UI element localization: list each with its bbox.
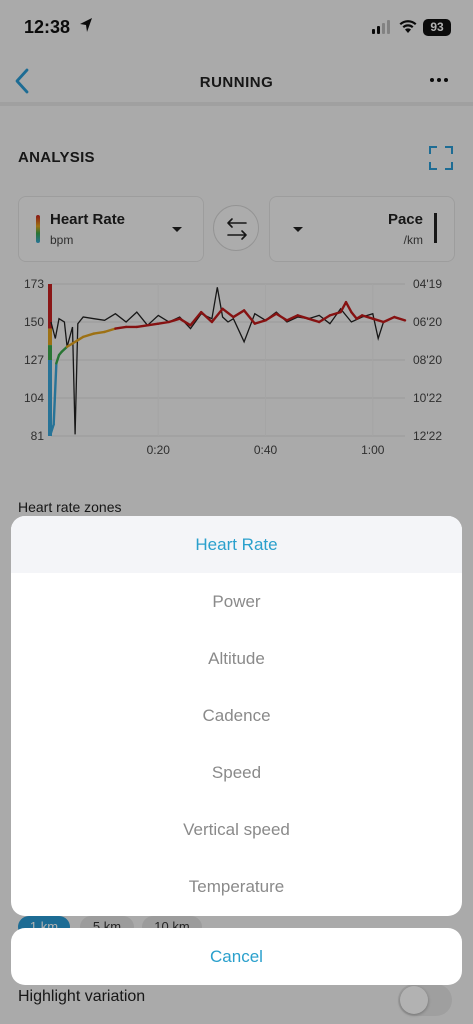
y-left-tick-label: 127	[24, 353, 44, 367]
cellular-signal-icon	[372, 20, 390, 34]
metric-action-sheet: Heart Rate Power Altitude Cadence Speed …	[11, 516, 462, 916]
right-metric-unit: /km	[403, 233, 423, 247]
zone-strip-segment	[48, 345, 52, 360]
heart-rate-series-segment	[146, 322, 160, 327]
heart-rate-zones-label: Heart rate zones	[18, 499, 122, 515]
heart-rate-series-segment	[189, 310, 203, 327]
option-speed[interactable]: Speed	[211, 763, 262, 782]
heart-rate-series-segment	[275, 312, 289, 322]
option-temperature[interactable]: Temperature	[188, 877, 285, 896]
x-tick-label: 1:00	[361, 443, 385, 457]
y-left-tick-label: 173	[24, 277, 44, 291]
dropdown-caret-icon	[172, 227, 182, 232]
right-metric-selector[interactable]: Pace /km	[269, 196, 455, 262]
page-title: RUNNING	[199, 74, 274, 91]
dropdown-caret-icon	[293, 227, 303, 232]
heart-rate-series-segment	[135, 324, 149, 329]
fullscreen-icon[interactable]	[428, 145, 454, 171]
right-metric-label: Pace	[387, 211, 423, 228]
left-metric-unit: bpm	[50, 233, 74, 247]
highlight-variation-toggle[interactable]	[398, 984, 452, 1016]
battery-level: 93	[423, 19, 451, 36]
option-vertical-speed[interactable]: Vertical speed	[183, 820, 290, 839]
x-tick-label: 0:20	[147, 443, 171, 457]
heart-rate-series-segment	[103, 327, 117, 334]
analysis-chart[interactable]: 173 04'19 150 06'20 127 08'20 104 10'22 81 12'22 0…	[0, 272, 473, 462]
heart-rate-series-segment	[167, 317, 181, 324]
heart-rate-series-segment	[92, 330, 106, 335]
option-power[interactable]: Power	[212, 592, 261, 611]
heart-rate-series-segment	[371, 317, 385, 324]
status-time: 12:38	[24, 17, 71, 37]
heart-rate-series-segment	[393, 315, 407, 322]
y-right-tick-label: 06'20	[413, 315, 442, 329]
swap-metrics-button[interactable]	[213, 205, 259, 251]
heart-rate-series-segment	[232, 309, 246, 319]
heart-rate-series-segment	[317, 314, 332, 324]
y-right-tick-label: 04'19	[413, 277, 442, 291]
heart-rate-series-segment	[81, 332, 96, 339]
heart-rate-series-segment	[350, 310, 358, 320]
heart-rate-series-segment	[55, 353, 61, 365]
back-chevron-icon[interactable]	[14, 68, 30, 94]
heart-rate-series-segment	[253, 319, 267, 325]
cancel-button[interactable]: Cancel	[11, 928, 462, 985]
more-options-icon[interactable]	[430, 78, 448, 82]
heart-rate-series-segment	[221, 307, 235, 319]
y-left-tick-label: 150	[24, 315, 44, 329]
nav-bar: RUNNING	[0, 56, 473, 106]
pace-color-bar	[434, 213, 437, 243]
y-left-tick-label: 104	[24, 391, 44, 405]
zone-strip-segment	[48, 328, 52, 346]
heart-rate-series-segment	[157, 320, 171, 325]
heart-rate-series-segment	[60, 345, 69, 353]
heart-rate-series-segment	[307, 317, 321, 324]
heart-rate-series-segment	[210, 307, 224, 324]
analysis-heading: ANALYSIS	[18, 149, 95, 166]
heart-rate-series-segment	[360, 314, 375, 320]
heart-rate-series-segment	[339, 300, 348, 314]
left-metric-label: Heart Rate	[50, 211, 126, 228]
option-cadence[interactable]: Cadence	[202, 706, 271, 725]
hr-zone-color-bar	[36, 215, 40, 243]
x-tick-label: 0:40	[254, 443, 278, 457]
toggle-knob	[400, 986, 428, 1014]
left-metric-selector[interactable]: Heart Rate bpm	[18, 196, 204, 262]
heart-rate-series-segment	[344, 300, 353, 314]
y-right-tick-label: 12'22	[413, 429, 442, 443]
option-altitude[interactable]: Altitude	[208, 649, 265, 668]
heart-rate-series-segment	[178, 317, 192, 327]
swap-arrows-icon	[227, 218, 247, 240]
highlight-variation-label: Highlight variation	[18, 988, 146, 1005]
heart-rate-series-segment	[328, 310, 342, 317]
location-arrow-icon	[80, 18, 92, 32]
zone-strip-segment	[48, 360, 52, 436]
heart-rate-series-segment	[114, 325, 128, 330]
heart-rate-series-segment	[49, 423, 55, 434]
y-right-tick-label: 10'22	[413, 391, 442, 405]
heart-rate-series-segment	[264, 312, 278, 322]
y-left-tick-label: 81	[31, 429, 45, 443]
heart-rate-series-segment	[52, 362, 58, 426]
y-right-tick-label: 08'20	[413, 353, 442, 367]
wifi-icon	[399, 20, 417, 33]
heart-rate-series-segment	[382, 315, 396, 324]
pace-series-line	[50, 287, 406, 435]
heart-rate-series-segment	[199, 310, 214, 324]
heart-rate-series-segment	[242, 309, 257, 325]
heart-rate-series-segment	[285, 314, 299, 322]
status-bar: 12:38 93	[0, 0, 473, 56]
option-heart-rate[interactable]: Heart Rate	[11, 516, 462, 573]
heart-rate-series-segment	[296, 314, 310, 320]
zone-strip-segment	[48, 284, 52, 329]
